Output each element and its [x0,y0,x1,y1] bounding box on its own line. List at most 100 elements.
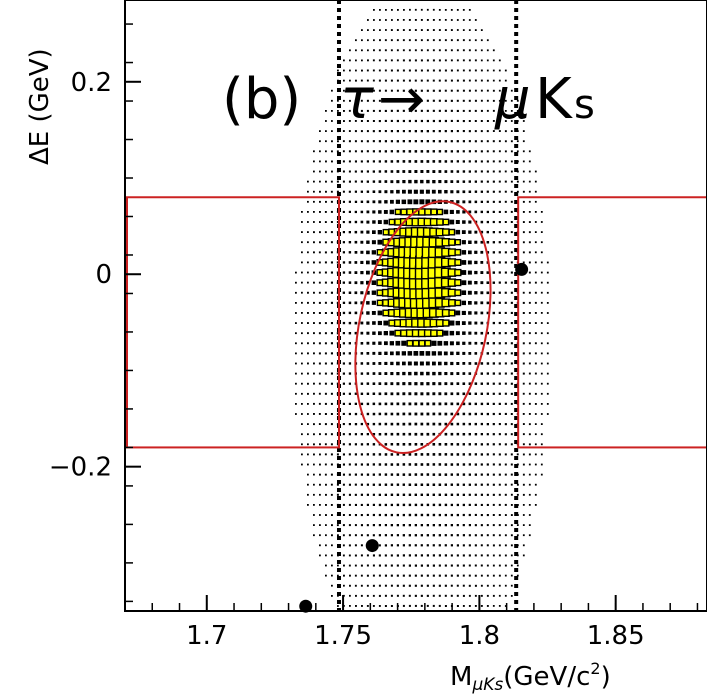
mc-bin [480,372,483,375]
mc-bin [366,210,370,214]
mc-bin [504,281,507,284]
mc-bin [295,403,297,405]
mc-bin [384,150,387,153]
mc-bin [414,463,418,466]
mc-bin [378,109,381,112]
mc-bin [330,210,333,213]
mc-bin [319,241,321,244]
mc-bin [301,382,303,385]
mc-bin [378,544,381,547]
mc-bin [342,524,345,527]
mc-bin [372,503,375,506]
mc-bin [396,130,399,133]
mc-bin [337,110,339,112]
mc-bin [324,463,327,466]
mc-bin [462,69,465,72]
mc-bin [372,412,376,416]
mc-bin [319,463,321,466]
mc-bin [492,352,495,355]
mc-bin [480,89,483,92]
mc-bin [528,352,531,355]
mc-bin [343,69,345,72]
mc-bin [384,130,387,133]
mc-bin [486,412,489,416]
mc-bin [462,190,466,194]
mc-bin [456,210,460,214]
mc-bin [342,362,345,365]
mc-bin [354,524,357,527]
mc-bin [432,392,436,396]
mc-bin [402,574,405,577]
mc-bin [450,503,453,507]
mc-bin [354,584,357,587]
mc-bin [330,402,333,405]
mc-bin [408,524,411,527]
mc-bin [330,200,333,203]
mc-bin [396,453,400,456]
mc-bin [295,352,297,355]
mc-bin [348,453,351,456]
mc-bin [438,150,442,153]
mc-bin [355,49,357,52]
mc-bin [432,483,436,486]
mc-bin [402,463,406,466]
mc-bin [343,564,345,567]
mc-bin [373,29,375,31]
mc-bin [486,200,489,203]
mc-bin [510,574,513,577]
mc-bin [516,524,519,526]
mc-bin [318,251,321,254]
mc-bin [468,554,471,557]
mc-bin [436,208,444,216]
mc-bin [474,200,478,204]
mc-bin [336,150,339,153]
mc-bin [546,291,549,294]
mc-bin [480,392,483,395]
mc-bin [396,402,400,406]
mc-bin [432,604,435,607]
mc-bin [540,352,543,355]
mc-bin [295,392,297,395]
mc-bin [307,200,309,203]
mc-bin [408,503,412,507]
mc-bin [438,160,442,163]
mc-bin [319,200,321,203]
mc-bin [414,29,417,31]
mc-bin [462,331,466,335]
mc-bin [354,271,358,274]
mc-bin [378,402,382,406]
mc-bin [420,109,423,112]
mc-bin [313,150,315,153]
mc-bin [396,554,399,557]
mc-bin [492,453,495,456]
mc-bin [331,534,333,537]
mc-bin [360,170,363,173]
mc-bin [419,199,425,205]
mc-bin [432,361,436,366]
mc-bin [372,443,376,446]
mc-bin [426,524,429,527]
mc-bin [504,594,507,597]
mc-bin [474,301,478,305]
mc-bin [474,503,477,506]
mc-bin [372,372,376,375]
mc-bin [319,453,321,456]
mc-bin [474,412,477,416]
mc-bin [426,170,430,173]
mc-bin [390,150,393,153]
mc-bin [318,332,321,335]
mc-bin [504,534,507,537]
mc-bin [342,241,345,244]
mc-bin [432,544,435,547]
mc-bin [414,382,418,386]
mc-bin [342,261,346,264]
mc-bin [366,79,369,82]
mc-bin [325,180,327,183]
mc-bin [348,160,351,163]
mc-bin [354,311,358,315]
mc-bin [342,402,345,405]
x-tick-label: 1.7 [186,621,227,651]
mc-bin [498,59,501,62]
mc-bin [313,413,315,415]
mc-bin [480,311,484,315]
